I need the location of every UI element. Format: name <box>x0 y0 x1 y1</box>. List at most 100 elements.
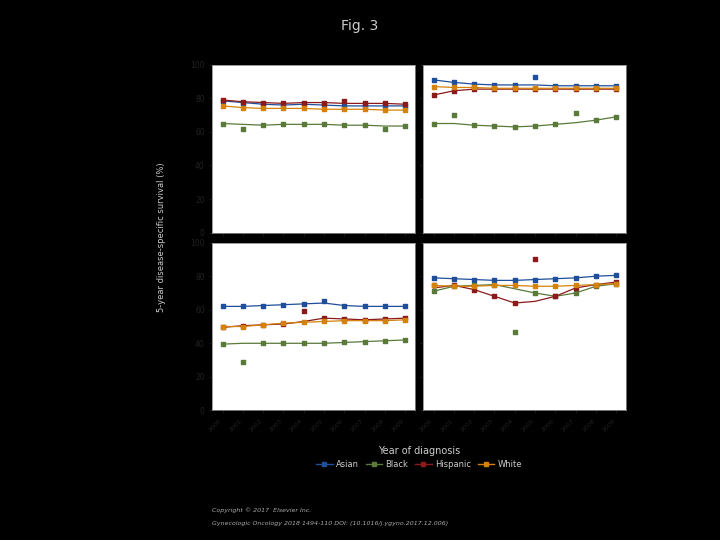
Point <box>298 307 310 316</box>
Point <box>217 340 228 348</box>
Point <box>318 105 330 113</box>
Point <box>611 279 622 288</box>
Point <box>428 280 439 289</box>
Point <box>529 72 541 81</box>
Point <box>448 111 459 119</box>
Point <box>489 122 500 130</box>
Point <box>278 339 289 348</box>
Text: Year of diagnosis: Year of diagnosis <box>378 446 460 456</box>
Point <box>469 282 480 291</box>
Point <box>448 86 459 95</box>
Point <box>318 98 330 107</box>
Point <box>217 96 228 104</box>
Point <box>298 120 310 129</box>
Point <box>338 102 350 110</box>
Point <box>257 321 269 329</box>
Point <box>359 105 370 113</box>
Point <box>570 281 582 290</box>
Point <box>379 106 391 114</box>
Point <box>278 300 289 309</box>
Point <box>448 78 459 87</box>
Point <box>489 276 500 285</box>
Point <box>590 280 602 289</box>
Point <box>428 274 439 282</box>
Point <box>590 116 602 125</box>
Point <box>379 302 391 310</box>
Point <box>318 339 330 348</box>
Point <box>469 121 480 130</box>
Point <box>237 302 248 310</box>
Point <box>509 276 521 285</box>
Point <box>489 280 500 289</box>
Point <box>298 100 310 109</box>
Point <box>278 120 289 129</box>
Point <box>570 284 582 292</box>
Point <box>428 281 439 290</box>
Point <box>257 339 269 348</box>
Point <box>590 280 602 289</box>
Point <box>590 272 602 280</box>
Point <box>298 104 310 113</box>
Point <box>278 101 289 110</box>
Text: Copyright © 2017  Elsevier Inc.: Copyright © 2017 Elsevier Inc. <box>212 508 312 513</box>
Point <box>549 84 561 92</box>
Point <box>590 282 602 291</box>
Point <box>549 120 561 129</box>
Point <box>298 318 310 327</box>
Point <box>359 102 370 110</box>
Point <box>217 102 228 110</box>
Point <box>400 315 411 324</box>
Point <box>237 357 248 366</box>
Text: 5-year disease-specific survival (%): 5-year disease-specific survival (%) <box>158 163 166 313</box>
Point <box>549 282 561 291</box>
Point <box>570 289 582 298</box>
Point <box>217 119 228 128</box>
Point <box>338 105 350 113</box>
Point <box>590 85 602 93</box>
Point <box>529 275 541 284</box>
Point <box>549 85 561 93</box>
Point <box>529 255 541 264</box>
Point <box>509 84 521 92</box>
Point <box>549 82 561 90</box>
Point <box>257 98 269 107</box>
Point <box>400 314 411 322</box>
Point <box>278 320 289 328</box>
Point <box>509 80 521 89</box>
Point <box>338 338 350 347</box>
Point <box>570 274 582 282</box>
Point <box>359 121 370 130</box>
Point <box>379 125 391 134</box>
Point <box>509 327 521 336</box>
Point <box>509 85 521 93</box>
Point <box>359 99 370 107</box>
Point <box>529 85 541 93</box>
Point <box>237 97 248 106</box>
Point <box>549 292 561 301</box>
Point <box>590 84 602 92</box>
Point <box>298 98 310 107</box>
Point <box>428 82 439 91</box>
Point <box>359 315 370 324</box>
Point <box>318 314 330 322</box>
Point <box>448 281 459 290</box>
Point <box>318 297 330 306</box>
Point <box>379 336 391 345</box>
Point <box>509 299 521 307</box>
Point <box>257 321 269 329</box>
Point <box>379 102 391 110</box>
Point <box>428 91 439 99</box>
Point <box>509 123 521 131</box>
Point <box>217 97 228 105</box>
Point <box>570 85 582 93</box>
Point <box>489 85 500 93</box>
Point <box>529 84 541 92</box>
Point <box>338 97 350 105</box>
Point <box>359 302 370 310</box>
Point <box>549 274 561 283</box>
Point <box>278 104 289 113</box>
Point <box>611 278 622 286</box>
Point <box>237 98 248 107</box>
Point <box>489 84 500 92</box>
Point <box>489 80 500 89</box>
